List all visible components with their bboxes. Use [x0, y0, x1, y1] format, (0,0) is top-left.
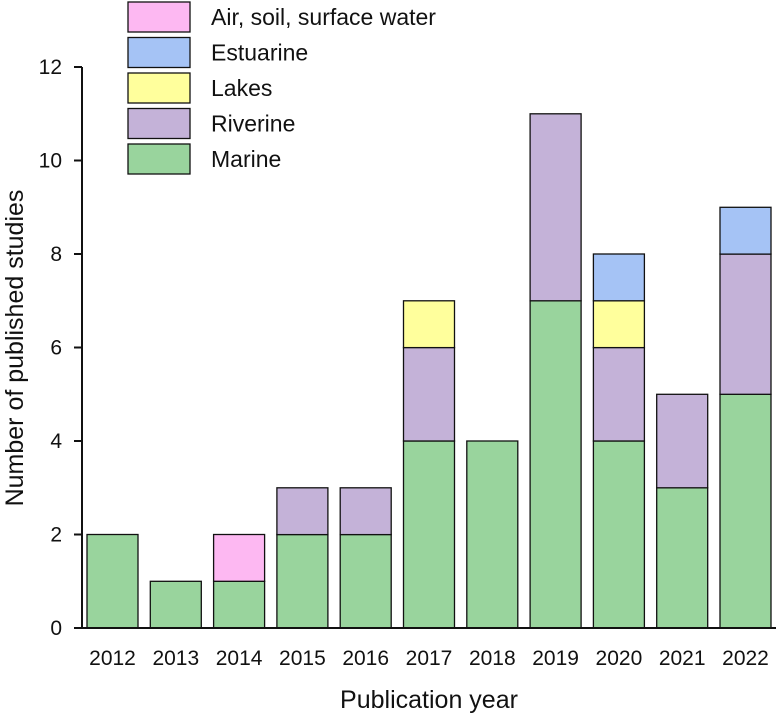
legend-swatch: [127, 143, 191, 175]
bar-2014-marine: [212, 580, 266, 629]
legend-label: Estuarine: [211, 40, 308, 66]
bar-2015-marine: [276, 533, 329, 629]
legend-label: Riverine: [211, 111, 295, 137]
bar-2018-marine: [466, 440, 519, 629]
bar-2020-lakes: [592, 300, 646, 349]
x-tick-label: 2016: [342, 647, 389, 670]
bar-2017-marine: [402, 440, 456, 629]
y-tick-label: 6: [50, 337, 62, 360]
bar-2017-riverine: [402, 346, 456, 442]
bar-2016-riverine: [339, 487, 392, 536]
x-tick-label: 2017: [406, 647, 453, 670]
x-tick-label: 2014: [216, 647, 263, 670]
bar-2014-air-soil-surface-water: [212, 533, 266, 582]
bar-2022-marine: [719, 393, 772, 629]
bar-2021-riverine: [656, 393, 709, 489]
x-ticks-group: 2012 2013 2014 2015 2016 2017 2018 2019 2020 2021…: [89, 647, 769, 670]
x-tick-label: 2012: [89, 647, 136, 670]
y-tick-label: 8: [50, 243, 62, 266]
x-tick-label: 2018: [469, 647, 516, 670]
bar-2012-marine: [86, 533, 139, 629]
y-tick-label: 12: [39, 56, 62, 79]
legend-swatch: [127, 1, 191, 33]
bar-2017-lakes: [402, 300, 456, 349]
bar-2015-riverine: [276, 487, 329, 536]
bar-2013-marine: [149, 580, 202, 629]
legend-label: Marine: [211, 146, 281, 172]
y-tick-label: 10: [39, 150, 62, 173]
bar-2022-estuarine: [719, 206, 772, 255]
x-axis-title: Publication year: [340, 686, 518, 714]
bar-2022-riverine: [719, 253, 772, 395]
x-tick-label: 2019: [532, 647, 579, 670]
x-tick-label: 2020: [596, 647, 643, 670]
bar-2020-estuarine: [592, 253, 646, 302]
bar-2019-marine: [529, 300, 582, 629]
legend-label: Air, soil, surface water: [211, 4, 436, 30]
x-tick-label: 2015: [279, 647, 326, 670]
x-tick-label: 2022: [722, 647, 769, 670]
legend-swatch: [127, 72, 191, 104]
x-tick-label: 2013: [152, 647, 199, 670]
legend-swatch: [127, 36, 191, 69]
y-tick-label: 2: [50, 524, 62, 547]
y-ticks-group: 0 2 4 6 8 10 12: [39, 56, 82, 640]
y-tick-label: 4: [50, 430, 62, 453]
x-tick-label: 2021: [659, 647, 706, 670]
bar-2020-marine: [592, 440, 646, 629]
legend: Air, soil, surface water Estuarine Lakes Ri…: [127, 1, 436, 175]
bar-2019-riverine: [529, 113, 582, 302]
bar-2016-marine: [339, 533, 392, 629]
bar-2020-riverine: [592, 346, 646, 442]
y-axis-title: Number of published studies: [1, 190, 29, 507]
bars-group: [86, 113, 772, 629]
legend-label: Lakes: [211, 75, 272, 101]
legend-swatch: [127, 107, 191, 140]
y-tick-label: 0: [50, 617, 62, 640]
bar-2021-marine: [656, 487, 709, 629]
